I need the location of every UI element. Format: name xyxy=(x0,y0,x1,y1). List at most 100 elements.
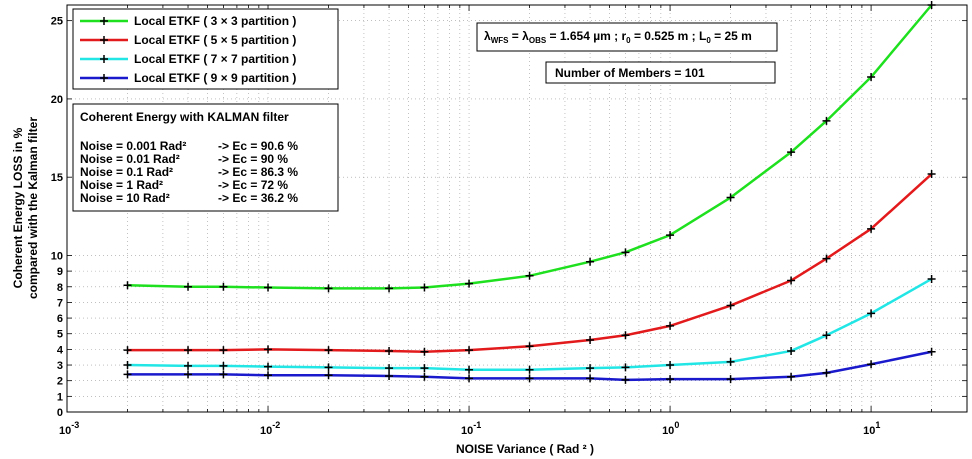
data-point xyxy=(465,374,474,383)
noise-row-5-value: -> Ec = 36.2 % xyxy=(218,191,298,205)
data-point xyxy=(586,335,595,344)
data-point xyxy=(219,361,228,370)
data-point xyxy=(385,346,394,355)
data-point xyxy=(264,371,273,380)
data-point xyxy=(787,372,796,381)
data-point xyxy=(822,331,831,340)
x-tick-label: 10-2 xyxy=(260,420,280,437)
data-point xyxy=(726,301,735,310)
data-point xyxy=(420,372,429,381)
data-point xyxy=(586,374,595,383)
y-tick-label: 7 xyxy=(57,297,63,309)
legend-box xyxy=(72,8,339,90)
lambda-symbol: λ xyxy=(484,29,491,43)
data-point xyxy=(465,365,474,374)
x-axis-label: NOISE Variance ( Rad ² ) xyxy=(456,442,594,456)
data-point xyxy=(586,257,595,266)
data-point xyxy=(867,224,876,233)
data-point xyxy=(525,342,534,351)
data-point xyxy=(666,375,675,384)
noise-row-3-label: Noise = 0.1 Rad² xyxy=(80,165,173,179)
lambda-value: = 1.654 µm ; r xyxy=(546,29,626,43)
legend-item-3x3: Local ETKF ( 3 × 3 partition ) xyxy=(80,14,296,28)
x-tick-label: 100 xyxy=(662,420,679,437)
data-point xyxy=(420,347,429,356)
data-point xyxy=(867,309,876,318)
data-point xyxy=(525,365,534,374)
y-tick-label: 25 xyxy=(51,16,63,28)
noise-row-3-value: -> Ec = 86.3 % xyxy=(218,165,298,179)
y-tick-label: 15 xyxy=(51,172,63,184)
series-3 xyxy=(123,274,936,374)
data-point xyxy=(726,193,735,202)
data-point xyxy=(465,346,474,355)
y-axis-label-line1: Coherent Energy LOSS in % xyxy=(11,127,25,288)
noise-row-4-label: Noise = 1 Rad² xyxy=(80,178,163,192)
data-point xyxy=(184,346,193,355)
lambda-symbol-2: λ xyxy=(522,29,529,43)
data-point xyxy=(621,363,630,372)
coherent-energy-box: Coherent Energy with KALMAN filter Noise… xyxy=(72,103,339,212)
noise-row-1-label: Noise = 0.001 Rad² xyxy=(80,139,186,153)
data-point xyxy=(184,282,193,291)
data-point xyxy=(666,231,675,240)
data-point xyxy=(867,360,876,369)
noise-row-5-label: Noise = 10 Rad² xyxy=(80,191,170,205)
coherent-energy-frame xyxy=(72,103,339,212)
lambda-eq: = xyxy=(508,29,522,43)
data-point xyxy=(927,274,936,283)
members-box: Number of Members = 101 xyxy=(545,61,776,84)
data-point xyxy=(621,248,630,257)
parameters-text: λWFS = λOBS = 1.654 µm ; r0 = 0.525 m ; … xyxy=(484,29,752,45)
data-point xyxy=(621,331,630,340)
series-1 xyxy=(123,1,936,293)
data-point xyxy=(184,370,193,379)
data-point xyxy=(726,357,735,366)
data-point xyxy=(219,346,228,355)
y-axis-label-line2: compared with the Kalman filter xyxy=(26,117,40,299)
data-point xyxy=(123,361,132,370)
legend-label-3x3: Local ETKF ( 3 × 3 partition ) xyxy=(134,14,296,28)
data-point xyxy=(264,345,273,354)
legend-label-7x7: Local ETKF ( 7 × 7 partition ) xyxy=(134,52,296,66)
data-point xyxy=(525,271,534,280)
data-point xyxy=(787,148,796,157)
data-point xyxy=(621,375,630,384)
data-point xyxy=(385,284,394,293)
x-tick-label: 10-1 xyxy=(461,420,481,437)
data-point xyxy=(465,279,474,288)
data-point xyxy=(123,281,132,290)
series-layer xyxy=(123,1,936,384)
data-point xyxy=(324,363,333,372)
data-point xyxy=(264,362,273,371)
members-text: Number of Members = 101 xyxy=(555,66,705,80)
parameters-box: λWFS = λOBS = 1.654 µm ; r0 = 0.525 m ; … xyxy=(476,22,778,52)
noise-row-1-value: -> Ec = 90.6 % xyxy=(218,139,298,153)
data-point xyxy=(867,73,876,82)
legend-label-9x9: Local ETKF ( 9 × 9 partition ) xyxy=(134,71,296,85)
data-point xyxy=(822,368,831,377)
y-tick-label: 2 xyxy=(57,376,63,388)
l-value: = 25 m xyxy=(711,29,752,43)
members-frame xyxy=(545,61,776,84)
coherent-energy-title: Coherent Energy with KALMAN filter xyxy=(80,110,289,124)
data-point xyxy=(666,361,675,370)
legend-item-7x7: Local ETKF ( 7 × 7 partition ) xyxy=(80,52,296,66)
wfs-subscript: WFS xyxy=(491,36,509,45)
legend-marker-5x5 xyxy=(100,36,108,44)
x-tick-label: 10-3 xyxy=(59,420,79,437)
data-point xyxy=(219,282,228,291)
plot-area xyxy=(66,4,968,413)
y-tick-label: 0 xyxy=(57,407,63,419)
legend-item-9x9: Local ETKF ( 9 × 9 partition ) xyxy=(80,71,296,85)
y-tick-label: 1 xyxy=(57,391,63,403)
obs-subscript: OBS xyxy=(529,36,547,45)
axis-ticks: 0 1 2 3 4 5 6 7 8 9 10 15 20 25 10-3 10-2 10-1 100 101 xyxy=(51,5,968,437)
series-line xyxy=(127,277,933,371)
r-value: = 0.525 m ; L xyxy=(631,29,707,43)
y-tick-label: 10 xyxy=(51,250,63,262)
data-point xyxy=(787,276,796,285)
l-subscript: 0 xyxy=(706,36,711,45)
legend-marker-9x9 xyxy=(100,74,108,82)
